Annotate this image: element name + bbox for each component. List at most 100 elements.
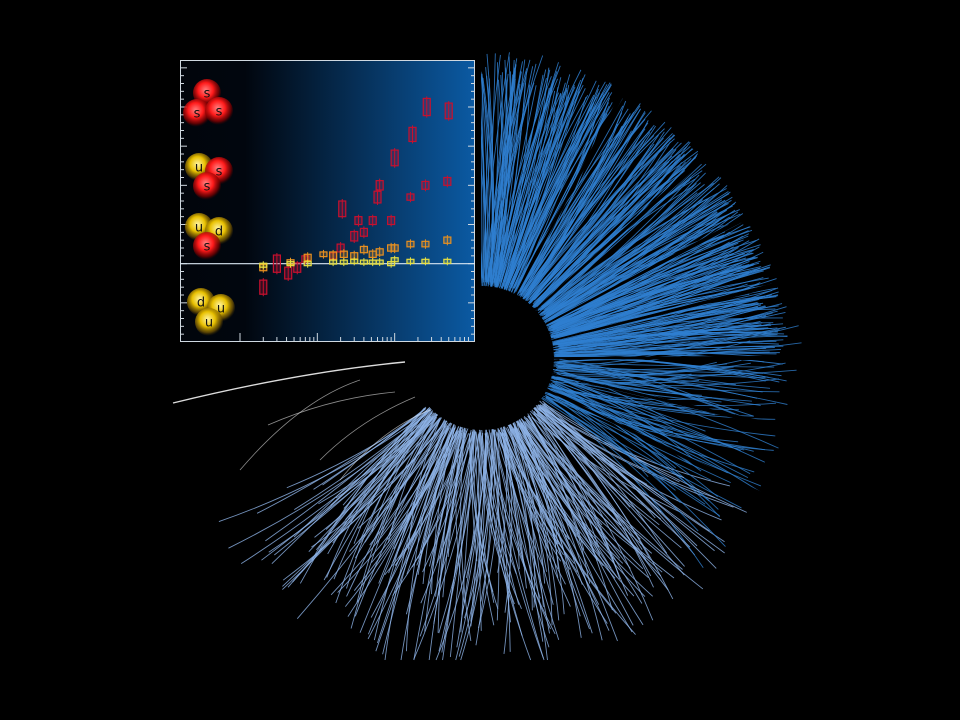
track-line [500, 86, 576, 283]
track-line [477, 428, 500, 629]
track-line [512, 97, 587, 295]
data-point [444, 102, 453, 120]
baryon-sss: ss s [183, 79, 233, 127]
track-line [456, 435, 483, 648]
track-line [556, 264, 742, 340]
track-line [311, 420, 447, 548]
track-line [494, 429, 575, 564]
track-line [551, 368, 779, 449]
track-line [353, 408, 429, 544]
quark-label: u [217, 302, 225, 317]
track-line [550, 373, 780, 393]
track-line [367, 429, 461, 640]
track-line [523, 417, 704, 590]
track-line [486, 73, 509, 283]
data-point [443, 176, 452, 186]
track-line [559, 302, 764, 345]
track-line [531, 417, 669, 591]
track-line [532, 413, 682, 549]
track-line [475, 431, 522, 610]
track-line [521, 128, 653, 292]
track-line [553, 247, 739, 338]
track-line [522, 422, 559, 569]
baryon-icons: ss su ssu dsd uu [183, 79, 235, 336]
track-line [537, 198, 708, 312]
track-line [501, 87, 550, 289]
data-point [387, 216, 396, 226]
track-line [481, 429, 523, 637]
track-line [406, 430, 459, 575]
data-point [443, 258, 452, 264]
track-line [555, 332, 760, 352]
data-point [303, 261, 312, 267]
data-point [421, 240, 430, 248]
track-line [500, 84, 584, 283]
quark-u [195, 308, 223, 336]
track-line [542, 172, 706, 317]
track-line [551, 376, 766, 463]
track-line [458, 427, 493, 657]
track-line [371, 425, 462, 563]
track-line [504, 429, 554, 605]
track-line [493, 59, 515, 285]
track-line [531, 416, 681, 513]
track-line [400, 425, 456, 661]
track-line [522, 122, 649, 299]
track-line [542, 203, 729, 314]
track-line [522, 420, 603, 641]
track-line [544, 392, 755, 473]
track-line [487, 432, 551, 630]
track-line [478, 428, 509, 566]
data-point [373, 190, 382, 204]
track-line [520, 423, 565, 615]
track-line [520, 422, 618, 642]
quark-label: s [216, 105, 223, 120]
track-line [534, 407, 685, 576]
track-line [545, 234, 727, 318]
track-line [274, 416, 432, 556]
track-line [542, 198, 709, 323]
track-line [508, 86, 611, 284]
track-line [522, 414, 683, 570]
data-point [359, 259, 368, 265]
track-line [550, 261, 750, 336]
track-line [501, 88, 586, 288]
track-line [506, 426, 551, 554]
track-line [523, 112, 646, 296]
track-line [345, 412, 435, 521]
track-line [547, 183, 720, 317]
track-line [494, 79, 503, 286]
quark-label: s [216, 165, 223, 180]
sector-gap [515, 65, 640, 295]
data-point [406, 240, 415, 248]
quark-s [193, 172, 221, 200]
track-line [538, 148, 693, 303]
data-point [329, 259, 338, 265]
track-line [528, 134, 676, 296]
track-line [541, 406, 668, 502]
track-line [359, 421, 452, 633]
track-line [522, 121, 666, 297]
quark-s [193, 232, 221, 260]
track-line [483, 78, 490, 283]
data-point [375, 180, 384, 191]
track-line [514, 427, 559, 578]
track-line [294, 412, 428, 510]
track-line [552, 362, 758, 399]
track-line [548, 388, 754, 452]
track-line [349, 422, 449, 552]
data-point [390, 257, 399, 263]
track-line [498, 69, 582, 282]
data-point [339, 250, 348, 258]
track-line [540, 166, 674, 310]
track-line [502, 426, 550, 634]
track-line [552, 380, 741, 452]
track-line [543, 403, 662, 513]
track-line [532, 134, 675, 300]
data-point [293, 262, 302, 273]
track-line [484, 433, 556, 635]
track-line [531, 153, 681, 309]
track-line [508, 424, 533, 611]
track-line [335, 419, 435, 499]
sector-gap [534, 135, 729, 311]
